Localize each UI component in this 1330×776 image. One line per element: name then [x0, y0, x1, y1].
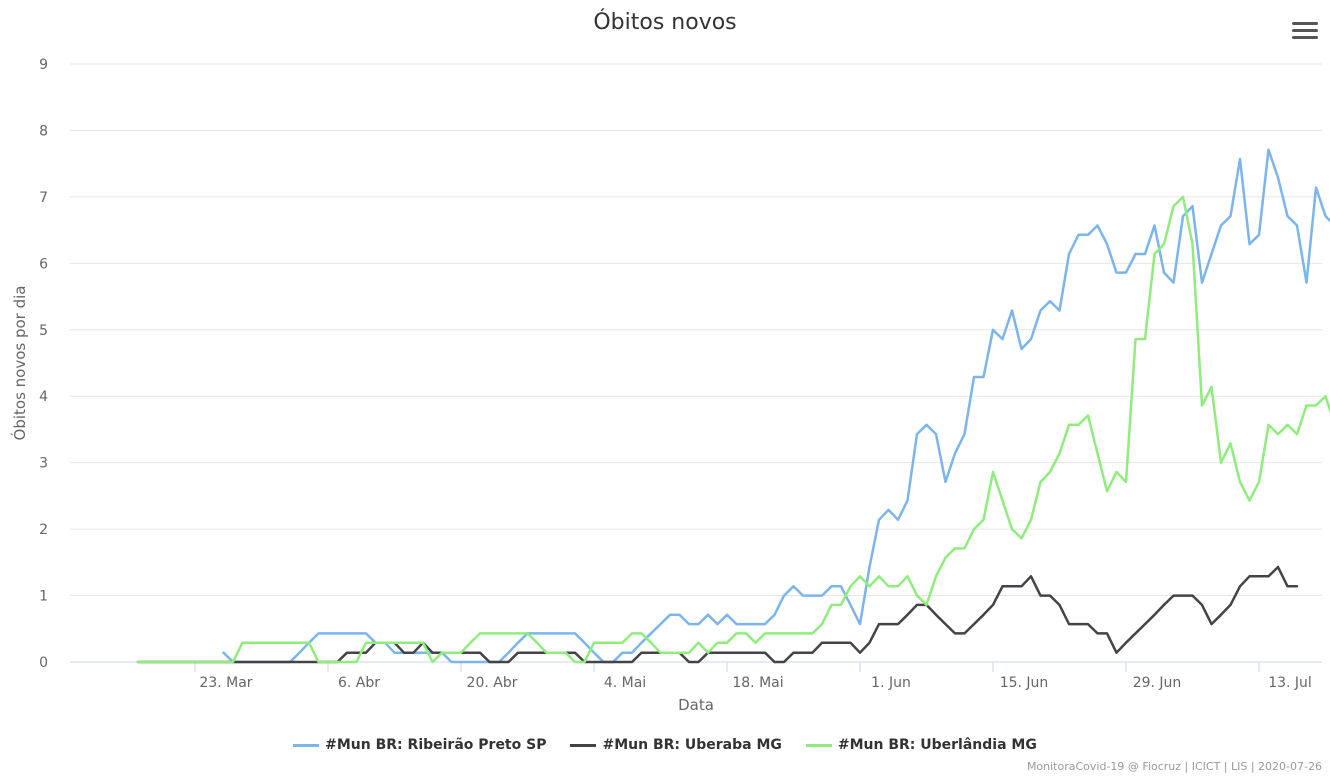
- y-tick-label: 5: [39, 323, 48, 339]
- chart-title: Óbitos novos: [593, 10, 737, 35]
- legend-swatch: [570, 743, 597, 747]
- y-axis-label: Óbitos novos por dia: [10, 286, 29, 441]
- legend-label: #Mun BR: Uberaba MG: [602, 737, 782, 753]
- y-tick-label: 9: [39, 57, 48, 73]
- x-tick-label: 4. Mai: [604, 675, 646, 691]
- x-tick-label: 1. Jun: [871, 675, 911, 691]
- y-tick-label: 4: [39, 389, 48, 405]
- series-lines: [136, 148, 1330, 664]
- x-tick-label: 20. Abr: [467, 675, 518, 691]
- y-tick-label: 6: [39, 256, 48, 272]
- legend-item[interactable]: #Mun BR: Ribeirão Preto SP: [293, 737, 546, 753]
- line-chart: 0 1 2 3 4 5 6 7 8 9 23. Mar 6. Abr 20. Abr 4. Mai 18.…: [10, 57, 1330, 714]
- y-tick-label: 8: [39, 123, 48, 139]
- y-tick-label: 2: [39, 522, 48, 538]
- y-tick-label: 3: [39, 456, 48, 472]
- grid-lines: [70, 63, 1322, 597]
- y-tick-label: 0: [39, 655, 48, 671]
- y-tick-label: 7: [39, 190, 48, 206]
- chart-legend: #Mun BR: Ribeirão Preto SP #Mun BR: Ubera…: [0, 737, 1330, 753]
- legend-label: #Mun BR: Ribeirão Preto SP: [325, 737, 547, 753]
- y-tick-label: 1: [39, 589, 48, 605]
- hamburger-menu-icon[interactable]: [1292, 22, 1318, 42]
- legend-swatch: [293, 743, 320, 747]
- y-axis-ticks: 0 1 2 3 4 5 6 7 8 9: [39, 57, 48, 671]
- legend-item[interactable]: #Mun BR: Uberlândia MG: [805, 737, 1037, 753]
- legend-item[interactable]: #Mun BR: Uberaba MG: [570, 737, 782, 753]
- x-tick-label: 6. Abr: [338, 675, 380, 691]
- x-tick-label: 13. Jul: [1268, 675, 1312, 691]
- credits-text: MonitoraCovid-19 @ Fiocruz | ICICT | LIS…: [1026, 760, 1322, 773]
- x-tick-label: 18. Mai: [732, 675, 783, 691]
- x-tick-label: 29. Jun: [1133, 675, 1182, 691]
- x-tick-label: 23. Mar: [199, 675, 252, 691]
- x-axis-label: Data: [678, 696, 714, 714]
- x-axis: 23. Mar 6. Abr 20. Abr 4. Mai 18. Mai 1. Jun 1…: [70, 661, 1322, 691]
- x-tick-label: 15. Jun: [1000, 675, 1049, 691]
- series-line: [136, 195, 1330, 664]
- legend-label: #Mun BR: Uberlândia MG: [837, 737, 1037, 753]
- series-line: [222, 148, 1330, 664]
- legend-swatch: [805, 743, 832, 747]
